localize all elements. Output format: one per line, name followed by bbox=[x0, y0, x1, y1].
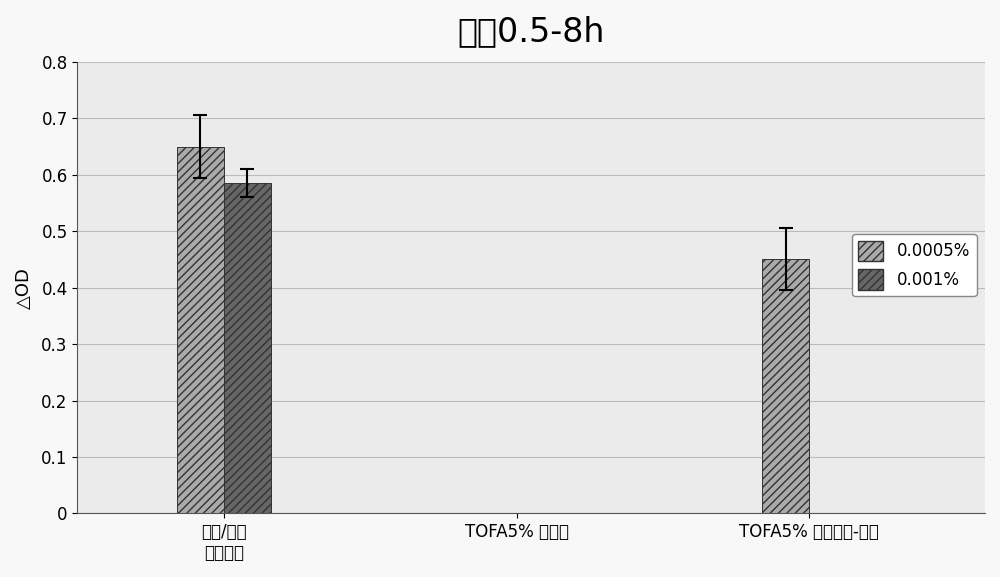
Bar bbox=[762, 260, 809, 514]
Title: 浓度0.5-8h: 浓度0.5-8h bbox=[457, 15, 605, 48]
Bar bbox=[224, 183, 271, 514]
Legend: 0.0005%, 0.001%: 0.0005%, 0.001% bbox=[852, 234, 977, 296]
Y-axis label: △OD: △OD bbox=[15, 267, 33, 309]
Bar bbox=[177, 147, 224, 514]
